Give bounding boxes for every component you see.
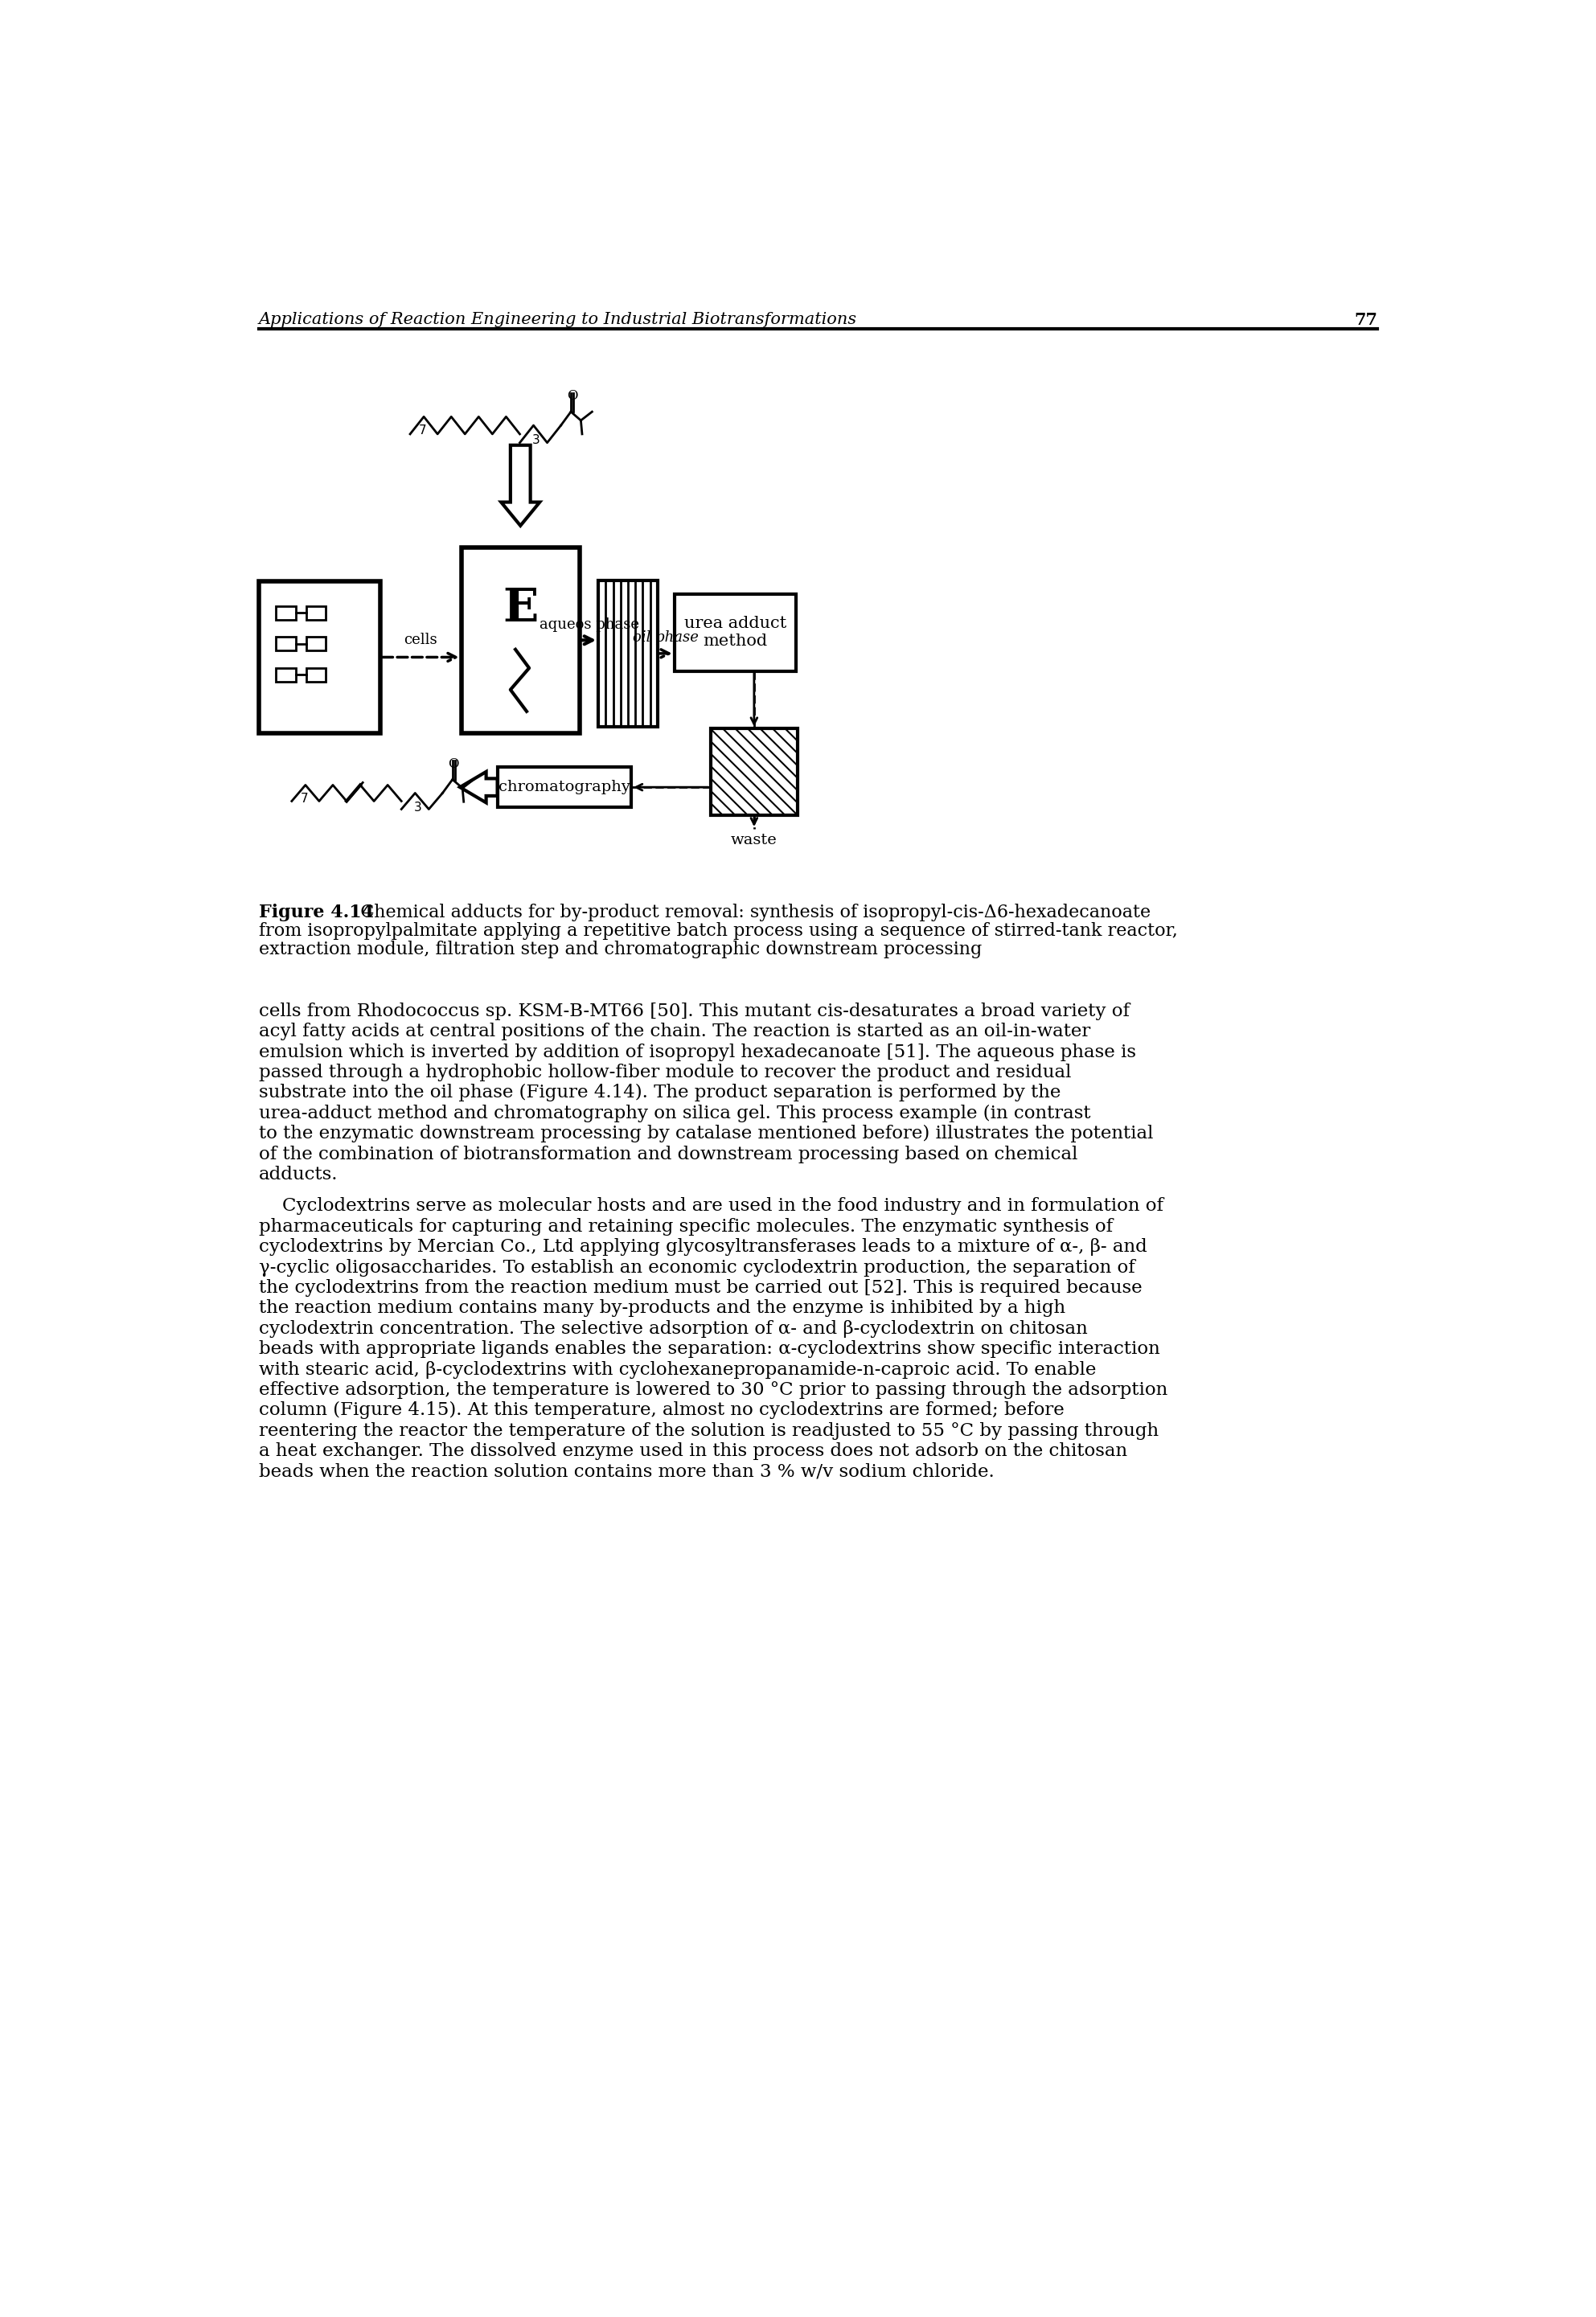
Bar — [276, 667, 297, 681]
Bar — [306, 607, 326, 619]
Text: chromatography: chromatography — [498, 781, 630, 795]
Bar — [276, 607, 297, 619]
Bar — [498, 767, 632, 806]
Text: 77: 77 — [1353, 313, 1377, 329]
Text: Figure 4.14: Figure 4.14 — [259, 904, 373, 920]
Bar — [710, 730, 798, 816]
Text: effective adsorption, the temperature is lowered to 30 °C prior to passing throu: effective adsorption, the temperature is… — [259, 1381, 1167, 1399]
Text: 7: 7 — [418, 424, 426, 438]
Text: oil phase: oil phase — [634, 630, 699, 644]
Text: from isopropylpalmitate applying a repetitive batch process using a sequence of : from isopropylpalmitate applying a repet… — [259, 922, 1178, 938]
Text: with stearic acid, β-cyclodextrins with cyclohexanepropanamide-n-caproic acid. T: with stearic acid, β-cyclodextrins with … — [259, 1360, 1096, 1379]
Text: substrate into the oil phase (Figure 4.14). The product separation is performed : substrate into the oil phase (Figure 4.1… — [259, 1084, 1061, 1103]
Text: 3: 3 — [413, 802, 421, 813]
FancyArrow shape — [501, 445, 539, 526]
Bar — [306, 637, 326, 651]
Text: column (Figure 4.15). At this temperature, almost no cyclodextrins are formed; b: column (Figure 4.15). At this temperatur… — [259, 1402, 1065, 1420]
Text: adducts.: adducts. — [259, 1165, 338, 1184]
FancyArrow shape — [460, 772, 498, 802]
Text: 7: 7 — [300, 792, 308, 804]
Text: cyclodextrin concentration. The selective adsorption of α- and β-cyclodextrin on: cyclodextrin concentration. The selectiv… — [259, 1321, 1087, 1337]
Text: reentering the reactor the temperature of the solution is readjusted to 55 °C by: reentering the reactor the temperature o… — [259, 1423, 1159, 1439]
Text: cells from Rhodococcus sp. KSM-B-MT66 [50]. This mutant cis-desaturates a broad : cells from Rhodococcus sp. KSM-B-MT66 [5… — [259, 1003, 1130, 1019]
Bar — [259, 582, 380, 732]
Bar — [276, 637, 297, 651]
Text: passed through a hydrophobic hollow-fiber module to recover the product and resi: passed through a hydrophobic hollow-fibe… — [259, 1064, 1071, 1082]
Text: waste: waste — [731, 832, 777, 848]
Text: emulsion which is inverted by addition of isopropyl hexadecanoate [51]. The aque: emulsion which is inverted by addition o… — [259, 1043, 1136, 1061]
Text: extraction module, filtration step and chromatographic downstream processing: extraction module, filtration step and c… — [259, 941, 982, 959]
Bar — [461, 547, 579, 732]
Text: acyl fatty acids at central positions of the chain. The reaction is started as a: acyl fatty acids at central positions of… — [259, 1022, 1090, 1040]
Text: a heat exchanger. The dissolved enzyme used in this process does not adsorb on t: a heat exchanger. The dissolved enzyme u… — [259, 1443, 1127, 1460]
Text: O: O — [448, 758, 460, 772]
Bar — [306, 667, 326, 681]
Text: O: O — [567, 389, 578, 403]
Bar — [598, 579, 658, 728]
Text: Cyclodextrins serve as molecular hosts and are used in the food industry and in : Cyclodextrins serve as molecular hosts a… — [259, 1198, 1163, 1214]
Text: urea adduct: urea adduct — [685, 616, 787, 633]
Text: beads with appropriate ligands enables the separation: α-cyclodextrins show spec: beads with appropriate ligands enables t… — [259, 1339, 1160, 1358]
Text: cyclodextrins by Mercian Co., Ltd applying glycosyltransferases leads to a mixtu: cyclodextrins by Mercian Co., Ltd applyi… — [259, 1237, 1148, 1256]
Text: E: E — [503, 586, 538, 630]
Text: the cyclodextrins from the reaction medium must be carried out [52]. This is req: the cyclodextrins from the reaction medi… — [259, 1279, 1143, 1298]
Text: Applications of Reaction Engineering to Industrial Biotransformations: Applications of Reaction Engineering to … — [259, 313, 857, 327]
Text: to the enzymatic downstream processing by catalase mentioned before) illustrates: to the enzymatic downstream processing b… — [259, 1124, 1152, 1142]
Bar — [675, 593, 796, 672]
Text: urea-adduct method and chromatography on silica gel. This process example (in co: urea-adduct method and chromatography on… — [259, 1105, 1090, 1121]
Text: method: method — [702, 633, 768, 649]
Text: beads when the reaction solution contains more than 3 % w/v sodium chloride.: beads when the reaction solution contain… — [259, 1462, 994, 1481]
Text: aqueos phase: aqueos phase — [539, 616, 638, 633]
Text: pharmaceuticals for capturing and retaining specific molecules. The enzymatic sy: pharmaceuticals for capturing and retain… — [259, 1219, 1112, 1235]
Text: 3: 3 — [531, 433, 539, 447]
Text: the reaction medium contains many by-products and the enzyme is inhibited by a h: the reaction medium contains many by-pro… — [259, 1300, 1065, 1316]
Text: of the combination of biotransformation and downstream processing based on chemi: of the combination of biotransformation … — [259, 1145, 1077, 1163]
Text: Chemical adducts for by-product removal: synthesis of isopropyl-cis-Δ6-hexadecan: Chemical adducts for by-product removal:… — [350, 904, 1151, 920]
Text: γ-cyclic oligosaccharides. To establish an economic cyclodextrin production, the: γ-cyclic oligosaccharides. To establish … — [259, 1258, 1135, 1277]
Text: cells: cells — [404, 633, 437, 646]
